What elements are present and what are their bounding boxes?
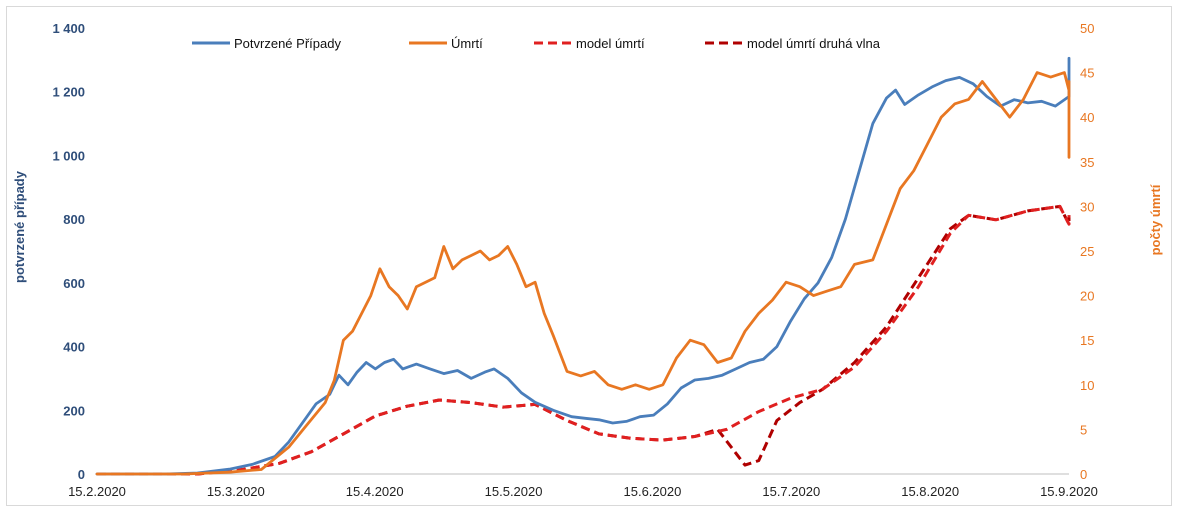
- y-axis-left-title: potvrzené případy: [12, 170, 27, 283]
- y-left-tick-label: 800: [63, 212, 85, 227]
- x-tick-label: 15.7.2020: [762, 484, 820, 499]
- y-right-tick-label: 40: [1080, 110, 1094, 125]
- x-tick-label: 15.6.2020: [624, 484, 682, 499]
- y-right-tick-label: 0: [1080, 467, 1087, 482]
- y-left-tick-label: 600: [63, 276, 85, 291]
- y-right-tick-label: 50: [1080, 21, 1094, 36]
- series-line-1: [95, 71, 1071, 476]
- series-line-3: [97, 204, 1071, 476]
- y-left-tick-label: 0: [78, 467, 85, 482]
- y-right-tick-label: 35: [1080, 155, 1094, 170]
- y-left-tick-label: 1 200: [52, 85, 85, 100]
- x-tick-label: 15.8.2020: [901, 484, 959, 499]
- y-right-tick-label: 30: [1080, 199, 1094, 214]
- y-axis-right-title: počty úmrtí: [1148, 184, 1163, 255]
- y-right-tick-label: 20: [1080, 289, 1094, 304]
- legend-label: model úmrtí: [576, 36, 645, 51]
- x-tick-label: 15.4.2020: [346, 484, 404, 499]
- legend-label: model úmrtí druhá vlna: [747, 36, 881, 51]
- series-line-0: [95, 56, 1071, 476]
- legend-label: Potvrzené Případy: [234, 36, 341, 51]
- x-tick-label: 15.5.2020: [485, 484, 543, 499]
- legend-label: Úmrtí: [451, 36, 483, 51]
- x-axis-ticks: 15.2.2020 15.3.2020 15.4.2020 15.5.2020 15.6…: [68, 484, 1098, 499]
- y-right-tick-label: 25: [1080, 244, 1094, 259]
- series-layer: [95, 56, 1071, 476]
- y-right-tick-label: 5: [1080, 422, 1087, 437]
- y-axis-left-ticks: 0 200 400 600 800 1 000 1 200 1 400: [52, 21, 85, 482]
- x-tick-label: 15.3.2020: [207, 484, 265, 499]
- y-axis-right-ticks: 0 5 10 15 20 25 30 35 40 45 50: [1080, 21, 1094, 482]
- series-line-2: [97, 204, 1071, 476]
- y-left-tick-label: 1 000: [52, 148, 85, 163]
- x-tick-label: 15.9.2020: [1040, 484, 1098, 499]
- y-right-tick-label: 10: [1080, 378, 1094, 393]
- legend: Potvrzené Případy Úmrtí model úmrtí model ú…: [192, 36, 881, 51]
- y-right-tick-label: 15: [1080, 333, 1094, 348]
- y-left-tick-label: 400: [63, 340, 85, 355]
- y-left-tick-label: 200: [63, 403, 85, 418]
- x-tick-label: 15.2.2020: [68, 484, 126, 499]
- y-left-tick-label: 1 400: [52, 21, 85, 36]
- y-right-tick-label: 45: [1080, 66, 1094, 81]
